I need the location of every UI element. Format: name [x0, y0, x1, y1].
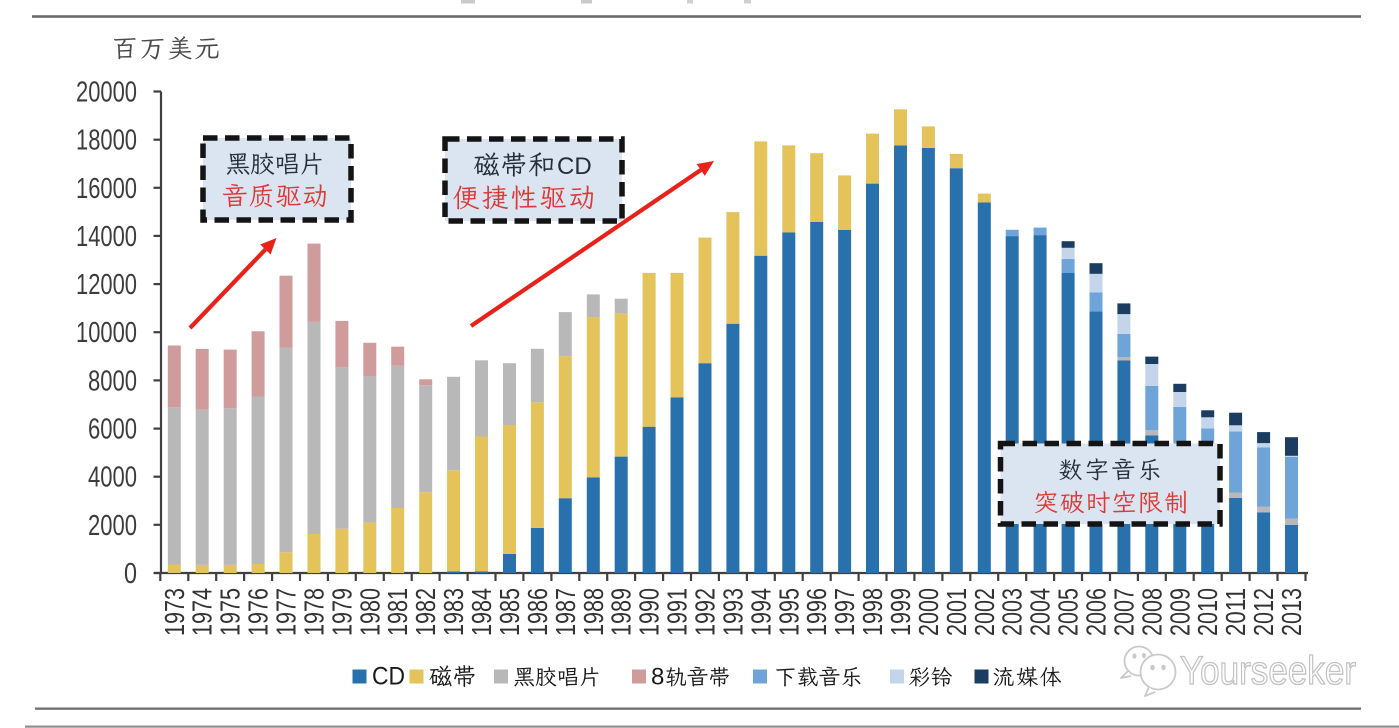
svg-text:2002: 2002 — [969, 588, 1000, 636]
svg-text:1982: 1982 — [410, 588, 441, 636]
svg-text:1985: 1985 — [494, 588, 525, 636]
svg-text:1991: 1991 — [662, 588, 693, 636]
svg-text:2000: 2000 — [88, 510, 137, 542]
svg-text:0: 0 — [124, 558, 137, 590]
svg-text:1983: 1983 — [438, 588, 469, 636]
svg-text:1999: 1999 — [885, 588, 916, 636]
svg-text:2008: 2008 — [1136, 588, 1167, 636]
svg-text:1977: 1977 — [271, 588, 302, 636]
svg-text:1978: 1978 — [299, 588, 330, 636]
svg-text:14000: 14000 — [76, 221, 137, 253]
svg-text:6000: 6000 — [88, 414, 137, 446]
svg-text:1990: 1990 — [634, 588, 665, 636]
svg-text:20000: 20000 — [76, 77, 137, 109]
svg-text:1993: 1993 — [717, 588, 748, 636]
svg-text:1988: 1988 — [578, 588, 609, 636]
svg-text:8000: 8000 — [88, 365, 137, 397]
svg-text:CD: CD — [372, 663, 405, 691]
svg-text:2003: 2003 — [997, 588, 1028, 636]
svg-text:2001: 2001 — [941, 588, 972, 636]
svg-text:2006: 2006 — [1081, 588, 1112, 636]
svg-text:8: 8 — [651, 664, 664, 691]
svg-text:1981: 1981 — [382, 588, 413, 636]
svg-text:2007: 2007 — [1108, 588, 1139, 636]
svg-text:1980: 1980 — [354, 588, 385, 636]
svg-text:1996: 1996 — [801, 588, 832, 636]
svg-text:1987: 1987 — [550, 588, 581, 636]
svg-text:2005: 2005 — [1053, 588, 1084, 636]
svg-text:1974: 1974 — [187, 588, 218, 636]
svg-text:1973: 1973 — [159, 588, 190, 636]
svg-text:1994: 1994 — [745, 588, 776, 636]
svg-text:1997: 1997 — [829, 588, 860, 636]
svg-text:10000: 10000 — [76, 317, 137, 349]
svg-text:2000: 2000 — [913, 588, 944, 636]
svg-text:2012: 2012 — [1248, 588, 1279, 636]
svg-text:2013: 2013 — [1276, 588, 1307, 636]
svg-text:1979: 1979 — [326, 588, 357, 636]
svg-text:1986: 1986 — [522, 588, 553, 636]
svg-text:1992: 1992 — [690, 588, 721, 636]
svg-text:1984: 1984 — [466, 588, 497, 636]
svg-text:1998: 1998 — [857, 588, 888, 636]
svg-text:2010: 2010 — [1192, 588, 1223, 636]
svg-text:CD: CD — [557, 153, 592, 180]
svg-text:12000: 12000 — [76, 269, 137, 301]
svg-text:2004: 2004 — [1025, 588, 1056, 636]
svg-text:1995: 1995 — [773, 588, 804, 636]
svg-text:1989: 1989 — [606, 588, 637, 636]
svg-text:1976: 1976 — [243, 588, 274, 636]
svg-text:18000: 18000 — [76, 125, 137, 157]
svg-text:2009: 2009 — [1164, 588, 1195, 636]
svg-text:4000: 4000 — [88, 462, 137, 494]
svg-text:Yourseeker: Yourseeker — [1180, 649, 1356, 693]
svg-text:2011: 2011 — [1220, 588, 1251, 636]
svg-text:1975: 1975 — [215, 588, 246, 636]
svg-text:16000: 16000 — [76, 173, 137, 205]
